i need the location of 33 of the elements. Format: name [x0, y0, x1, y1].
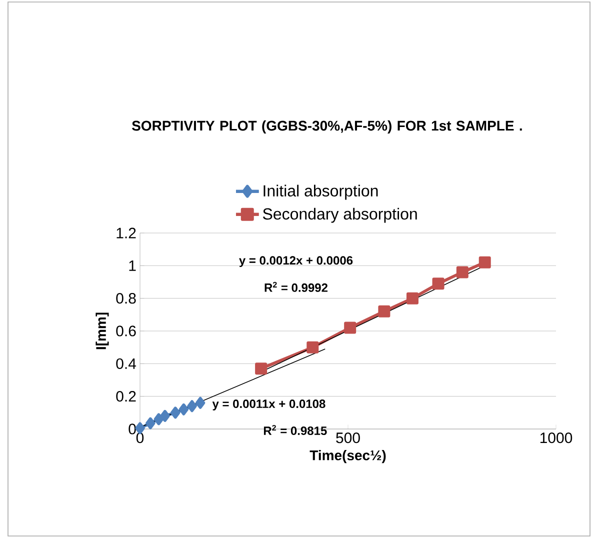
annotation: R$^{2}$ = 0.9992	[264, 282, 328, 292]
y-tick-label: 0.8	[116, 293, 136, 304]
point	[170, 406, 180, 419]
legend-label: Initial absorption	[264, 184, 378, 200]
point	[178, 403, 189, 416]
point	[146, 417, 156, 430]
y-tick-label: 0.2	[116, 391, 136, 402]
y-tick-label: 1	[129, 260, 136, 271]
x-tick-label: 500	[336, 432, 360, 444]
y-tick-label: 0.4	[116, 358, 136, 369]
point	[344, 322, 356, 334]
point	[406, 292, 418, 304]
point	[195, 396, 206, 409]
point	[456, 266, 468, 278]
annotation: R$^{2}$ = 0.9815	[264, 424, 327, 435]
y-tick-label: 1.2	[116, 228, 136, 238]
x-axis-title: Time(sec½)	[310, 450, 386, 464]
y-tick-label: 0.6	[116, 326, 136, 336]
point	[255, 362, 268, 375]
point	[478, 256, 491, 268]
point	[160, 410, 170, 422]
x-tick-label: 1000	[540, 432, 572, 444]
y-axis-title: I[mm]	[96, 312, 109, 350]
point	[187, 400, 197, 412]
point	[432, 278, 444, 290]
point	[306, 341, 319, 354]
point	[154, 413, 164, 426]
annotation: y = 0.0011x + 0.0108	[212, 400, 326, 410]
point	[378, 305, 390, 318]
annotation: y = 0.0012x + 0.0006	[239, 256, 353, 268]
legend-label: Secondary absorption	[262, 208, 417, 223]
chart-title: SORPTIVITY PLOT (GGBS-30%,AF-5%) FOR 1st SAMPLE .	[132, 120, 522, 134]
y-tick-label: 0	[128, 424, 136, 434]
